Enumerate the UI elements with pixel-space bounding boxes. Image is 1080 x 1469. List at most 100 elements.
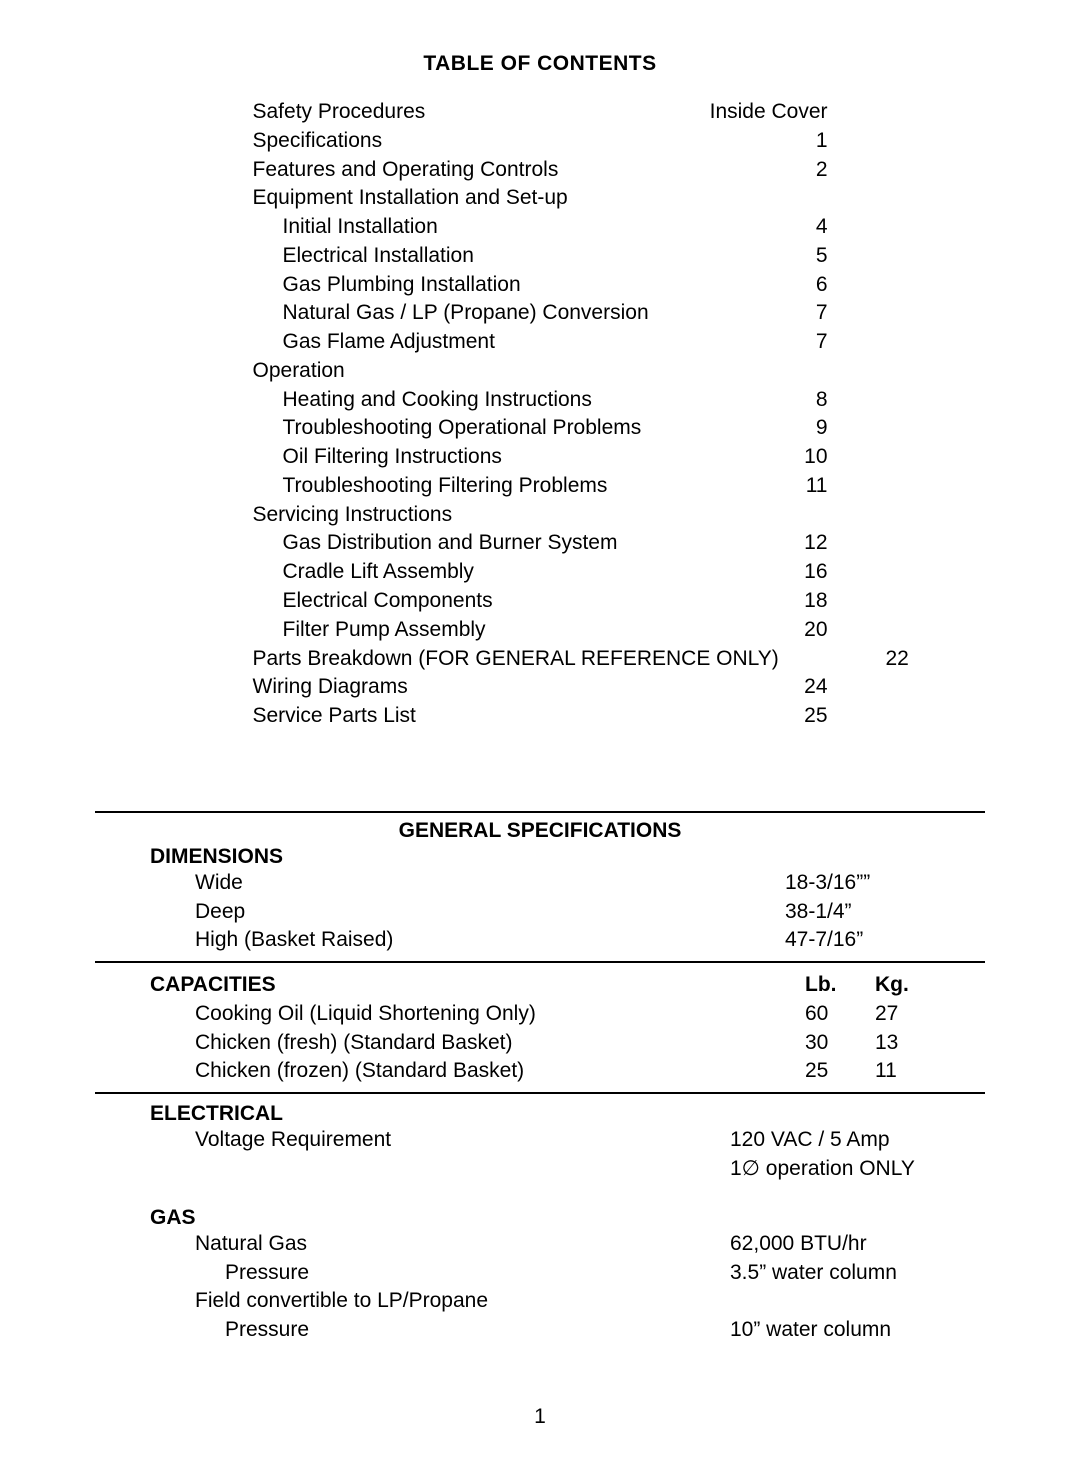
spacer <box>488 1287 730 1316</box>
toc-entry-label: Electrical Installation <box>253 242 474 271</box>
toc-entry: Troubleshooting Operational Problems9 <box>253 414 828 443</box>
gas-label: Field convertible to LP/Propane <box>150 1287 488 1316</box>
spacer <box>243 869 785 898</box>
gas-rows: Natural Gas62,000 BTU/hrPressure3.5” wat… <box>150 1230 985 1345</box>
spacer <box>536 1000 805 1029</box>
toc-entry: Safety Procedures Inside Cover <box>253 98 828 127</box>
toc-entry: Operation <box>253 357 828 386</box>
electrical-rows: Voltage Requirement120 VAC / 5 Amp1∅ ope… <box>150 1126 985 1184</box>
spacer <box>309 1259 730 1288</box>
toc-entry: Parts Breakdown (FOR GENERAL REFERENCE O… <box>253 645 828 674</box>
capacity-lb: 25 <box>805 1057 875 1086</box>
toc-entry: Servicing Instructions <box>253 501 828 530</box>
toc-entry: Heating and Cooking Instructions8 <box>253 386 828 415</box>
dimension-row: Wide18-3/16”” <box>150 869 985 898</box>
toc-entry-page: 5 <box>698 242 828 271</box>
toc-entry-page: 6 <box>698 271 828 300</box>
electrical-block: ELECTRICAL Voltage Requirement120 VAC / … <box>95 1094 985 1184</box>
dimension-value: 18-3/16”” <box>785 869 985 898</box>
toc-entry-page: 16 <box>698 558 828 587</box>
toc-entry-label: Parts Breakdown (FOR GENERAL REFERENCE O… <box>253 645 779 674</box>
spacer <box>393 926 785 955</box>
spacer <box>307 1230 730 1259</box>
toc-entry: Gas Plumbing Installation 6 <box>253 271 828 300</box>
toc-entry-page: 7 <box>698 328 828 357</box>
capacity-lb: 60 <box>805 1000 875 1029</box>
electrical-value: 120 VAC / 5 Amp <box>730 1126 985 1155</box>
capacities-heading: CAPACITIES <box>150 971 276 1000</box>
toc-entry: Electrical Installation 5 <box>253 242 828 271</box>
toc-entry-label: Specifications <box>253 127 383 156</box>
capacities-col-kg: Kg. <box>875 971 985 1000</box>
toc-entry-label: Features and Operating Controls <box>253 156 559 185</box>
toc-entry-label: Cradle Lift Assembly <box>253 558 474 587</box>
dimension-label: Deep <box>150 898 245 927</box>
toc-entry: Equipment Installation and Set-up <box>253 184 828 213</box>
spacer <box>512 1029 805 1058</box>
toc-entry-label: Wiring Diagrams <box>253 673 408 702</box>
toc-entry-page: 22 <box>779 645 909 674</box>
spacer <box>309 1316 730 1345</box>
toc-entry-page: 25 <box>698 702 828 731</box>
gas-value <box>730 1287 985 1316</box>
capacity-kg: 27 <box>875 1000 985 1029</box>
capacities-header-row: CAPACITIES Lb. Kg. <box>150 971 985 1000</box>
general-specifications: GENERAL SPECIFICATIONS DIMENSIONS Wide18… <box>0 811 1080 1345</box>
gas-heading: GAS <box>150 1206 985 1230</box>
capacity-row: Chicken (fresh) (Standard Basket) 3013 <box>150 1029 985 1058</box>
capacity-label: Chicken (fresh) (Standard Basket) <box>150 1029 512 1058</box>
toc-entry-label: Initial Installation <box>253 213 438 242</box>
gas-block: GAS Natural Gas62,000 BTU/hrPressure3.5”… <box>95 1206 985 1345</box>
toc-body: Safety Procedures Inside Cover Specificati… <box>253 98 828 731</box>
spacer <box>195 1155 730 1184</box>
toc-entry: Oil Filtering Instructions10 <box>253 443 828 472</box>
toc-entry-label: Gas Flame Adjustment <box>253 328 495 357</box>
toc-entry-page <box>698 357 828 386</box>
toc-entry: Filter Pump Assembly20 <box>253 616 828 645</box>
dimensions-heading: DIMENSIONS <box>150 845 985 869</box>
gas-row: Pressure 10” water column <box>150 1316 985 1345</box>
gas-row: Field convertible to LP/Propane <box>150 1287 985 1316</box>
gas-value: 10” water column <box>730 1316 985 1345</box>
electrical-heading: ELECTRICAL <box>150 1102 985 1126</box>
toc-entry-label: Operation <box>253 357 345 386</box>
toc-entry: Initial Installation4 <box>253 213 828 242</box>
gas-label: Pressure <box>150 1316 309 1345</box>
dimension-label: High (Basket Raised) <box>150 926 393 955</box>
toc-entry-page: 2 <box>698 156 828 185</box>
electrical-label <box>150 1155 195 1184</box>
toc-entry-page: 11 <box>698 472 828 501</box>
capacity-kg: 11 <box>875 1057 985 1086</box>
toc-entry-label: Servicing Instructions <box>253 501 453 530</box>
dimension-row: High (Basket Raised)47-7/16” <box>150 926 985 955</box>
toc-entry-page: 18 <box>698 587 828 616</box>
toc-entry-label: Gas Plumbing Installation <box>253 271 521 300</box>
gas-value: 62,000 BTU/hr <box>730 1230 985 1259</box>
toc-entry: Gas Flame Adjustment 7 <box>253 328 828 357</box>
toc-entry: Troubleshooting Filtering Problems 11 <box>253 472 828 501</box>
toc-entry-page: Inside Cover <box>698 98 828 127</box>
toc-title: TABLE OF CONTENTS <box>0 52 1080 76</box>
table-of-contents: TABLE OF CONTENTS Safety Procedures Insid… <box>0 0 1080 731</box>
toc-entry-label: Oil Filtering Instructions <box>253 443 502 472</box>
gas-label: Natural Gas <box>150 1230 307 1259</box>
toc-entry-label: Safety Procedures <box>253 98 426 127</box>
toc-entry-label: Gas Distribution and Burner System <box>253 529 618 558</box>
toc-entry-page: 9 <box>698 414 828 443</box>
toc-entry-label: Troubleshooting Filtering Problems <box>253 472 608 501</box>
spacer <box>391 1126 730 1155</box>
dimensions-block: DIMENSIONS Wide18-3/16””Deep38-1/4”High … <box>95 845 985 955</box>
toc-entry-label: Filter Pump Assembly <box>253 616 486 645</box>
capacity-row: Chicken (frozen) (Standard Basket) 2511 <box>150 1057 985 1086</box>
capacity-label: Chicken (frozen) (Standard Basket) <box>150 1057 524 1086</box>
toc-entry: Service Parts List 25 <box>253 702 828 731</box>
capacities-rows: Cooking Oil (Liquid Shortening Only)6027… <box>150 1000 985 1086</box>
toc-entry-label: Heating and Cooking Instructions <box>253 386 592 415</box>
capacity-kg: 13 <box>875 1029 985 1058</box>
capacity-lb: 30 <box>805 1029 875 1058</box>
capacity-row: Cooking Oil (Liquid Shortening Only)6027 <box>150 1000 985 1029</box>
toc-entry: Gas Distribution and Burner System12 <box>253 529 828 558</box>
toc-entry: Wiring Diagrams24 <box>253 673 828 702</box>
toc-entry-label: Service Parts List <box>253 702 416 731</box>
toc-entry-label: Electrical Components <box>253 587 493 616</box>
